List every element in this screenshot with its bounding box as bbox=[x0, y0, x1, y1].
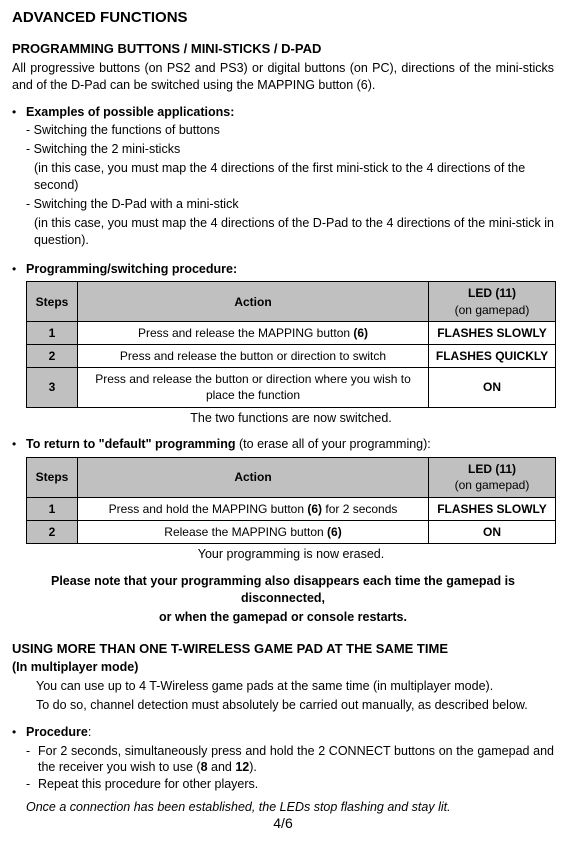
procedure2-item-1-text: For 2 seconds, simultaneously press and … bbox=[38, 743, 554, 777]
bullet-dot bbox=[12, 104, 26, 251]
dash: - bbox=[26, 776, 38, 793]
procedure-table: Steps Action LED (11) (on gamepad) 1 Pre… bbox=[26, 281, 556, 407]
procedure2-item-2: - Repeat this procedure for other player… bbox=[26, 776, 554, 793]
multi-sub: (In multiplayer mode) bbox=[12, 660, 138, 674]
action-cell: Press and hold the MAPPING button (6) fo… bbox=[78, 497, 429, 520]
reset-heading-bold: To return to "default" programming bbox=[26, 437, 236, 451]
examples-heading: Examples of possible applications: bbox=[26, 105, 234, 119]
page-number: 4/6 bbox=[0, 814, 566, 833]
action-cell: Press and release the button or directio… bbox=[78, 368, 429, 407]
table-row: 1 Press and hold the MAPPING button (6) … bbox=[27, 497, 556, 520]
multi-heading: USING MORE THAN ONE T-WIRELESS GAME PAD … bbox=[12, 640, 554, 658]
disconnect-note-line1: Please note that your programming also d… bbox=[12, 573, 554, 607]
example-item-3: - Switching the D-Pad with a mini-stick bbox=[26, 196, 554, 213]
reset-caption: Your programming is now erased. bbox=[26, 546, 556, 563]
action-cell: Press and release the button or directio… bbox=[78, 344, 429, 367]
step-cell: 2 bbox=[27, 520, 78, 543]
th-led: LED (11) (on gamepad) bbox=[429, 458, 556, 497]
table-row: 1 Press and release the MAPPING button (… bbox=[27, 321, 556, 344]
procedure2-item-1: - For 2 seconds, simultaneously press an… bbox=[26, 743, 554, 777]
bullet-examples: Examples of possible applications: - Swi… bbox=[12, 104, 554, 251]
procedure-heading: Programming/switching procedure: bbox=[26, 262, 237, 276]
th-action: Action bbox=[78, 282, 429, 321]
bullet-reset: To return to "default" programming (to e… bbox=[12, 436, 554, 455]
programming-intro: All progressive buttons (on PS2 and PS3)… bbox=[12, 60, 554, 94]
th-led-line2: (on gamepad) bbox=[455, 303, 530, 317]
led-cell: FLASHES SLOWLY bbox=[429, 497, 556, 520]
table-row: 2 Release the MAPPING button (6) ON bbox=[27, 520, 556, 543]
procedure2-heading-bold: Procedure bbox=[26, 725, 88, 739]
step-cell: 3 bbox=[27, 368, 78, 407]
bullet-dot bbox=[12, 724, 26, 818]
example-item-2-note: (in this case, you must map the 4 direct… bbox=[26, 160, 554, 194]
th-steps: Steps bbox=[27, 458, 78, 497]
table-header-row: Steps Action LED (11) (on gamepad) bbox=[27, 458, 556, 497]
reset-heading-rest: (to erase all of your programming): bbox=[236, 437, 431, 451]
bullet-dot bbox=[12, 436, 26, 455]
example-item-3-note: (in this case, you must map the 4 direct… bbox=[26, 215, 554, 249]
led-cell: ON bbox=[429, 368, 556, 407]
example-item-1: - Switching the functions of buttons bbox=[26, 122, 554, 139]
reset-heading: To return to "default" programming (to e… bbox=[26, 436, 554, 453]
step-cell: 2 bbox=[27, 344, 78, 367]
th-led-line1: LED (11) bbox=[468, 286, 516, 300]
table-row: 3 Press and release the button or direct… bbox=[27, 368, 556, 407]
disconnect-note-line2: or when the gamepad or console restarts. bbox=[12, 609, 554, 626]
th-steps: Steps bbox=[27, 282, 78, 321]
multi-p1: You can use up to 4 T-Wireless game pads… bbox=[12, 678, 554, 695]
procedure2-heading: Procedure: bbox=[26, 724, 554, 741]
th-led-line1: LED (11) bbox=[468, 462, 516, 476]
th-led: LED (11) (on gamepad) bbox=[429, 282, 556, 321]
led-cell: FLASHES SLOWLY bbox=[429, 321, 556, 344]
bullet-dot bbox=[12, 261, 26, 280]
dash: - bbox=[26, 743, 38, 777]
led-cell: FLASHES QUICKLY bbox=[429, 344, 556, 367]
example-item-2: - Switching the 2 mini-sticks bbox=[26, 141, 554, 158]
table-header-row: Steps Action LED (11) (on gamepad) bbox=[27, 282, 556, 321]
step-cell: 1 bbox=[27, 497, 78, 520]
procedure-caption: The two functions are now switched. bbox=[26, 410, 556, 427]
multi-p2: To do so, channel detection must absolut… bbox=[12, 697, 554, 714]
action-cell: Release the MAPPING button (6) bbox=[78, 520, 429, 543]
led-cell: ON bbox=[429, 520, 556, 543]
bullet-procedure2: Procedure: - For 2 seconds, simultaneous… bbox=[12, 724, 554, 818]
procedure2-colon: : bbox=[88, 725, 91, 739]
step-cell: 1 bbox=[27, 321, 78, 344]
th-action: Action bbox=[78, 458, 429, 497]
page: ADVANCED FUNCTIONS PROGRAMMING BUTTONS /… bbox=[0, 0, 566, 841]
th-led-line2: (on gamepad) bbox=[455, 478, 530, 492]
section-programming-heading: PROGRAMMING BUTTONS / MINI-STICKS / D-PA… bbox=[12, 40, 554, 58]
table-row: 2 Press and release the button or direct… bbox=[27, 344, 556, 367]
procedure2-item-2-text: Repeat this procedure for other players. bbox=[38, 776, 258, 793]
bullet-procedure: Programming/switching procedure: bbox=[12, 261, 554, 280]
action-cell: Press and release the MAPPING button (6) bbox=[78, 321, 429, 344]
main-title: ADVANCED FUNCTIONS bbox=[12, 8, 554, 28]
reset-table: Steps Action LED (11) (on gamepad) 1 Pre… bbox=[26, 457, 556, 544]
